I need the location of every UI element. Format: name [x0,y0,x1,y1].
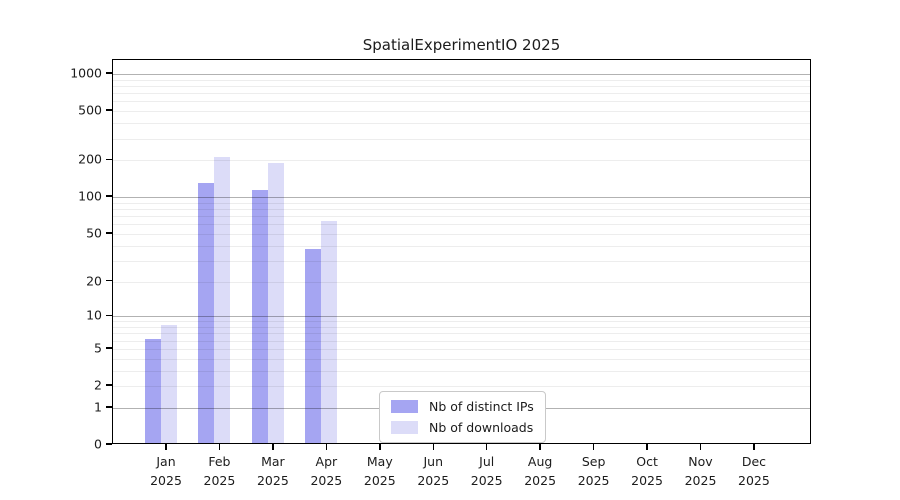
x-tickmark [753,444,755,450]
gridline-minor [113,123,810,125]
x-tick-label: Apr 2025 [310,454,343,488]
x-tickmark [592,444,595,450]
x-tick-label: Feb 2025 [203,454,236,488]
x-tick-label: Aug 2025 [524,454,557,488]
y-tick-label: 20 [86,273,102,289]
y-tick-label: 5 [94,340,102,356]
x-tickmark [699,444,702,450]
x-tick-label: Jan 2025 [150,454,182,488]
legend-swatch-distinct-ips [391,400,418,413]
gridline-minor [113,138,810,140]
legend-label-downloads: Nb of downloads [429,420,534,435]
bar-ips-jan [145,338,161,443]
x-tickmark [218,444,221,450]
x-tickmark [539,444,541,450]
bar-downloads-jan [161,325,177,443]
y-tick-label: 1 [94,399,102,415]
y-tick-label: 2 [94,377,102,393]
bar-downloads-apr [321,221,338,443]
legend-label-distinct-ips: Nb of distinct IPs [429,399,534,414]
x-tickmark [646,444,648,450]
bar-ips-feb [198,182,215,443]
y-tick-label: 500 [78,102,102,118]
x-tickmark [379,444,381,450]
legend-item-downloads: Nb of downloads [391,420,534,435]
chart-title: SpatialExperimentIO 2025 [362,36,561,54]
gridline-minor [113,86,810,88]
gridline-major [113,74,810,76]
x-tick-label: Jul 2025 [470,454,503,488]
plot-area [112,59,811,444]
x-tick-label: Dec 2025 [738,454,770,488]
x-tick-label: Mar 2025 [256,454,289,488]
x-tick-label: May 2025 [363,454,396,488]
y-tick-label: 200 [78,151,102,167]
x-tickmark [272,444,274,450]
legend: Nb of distinct IPs Nb of downloads [379,391,546,443]
gridline-minor [113,101,810,103]
bar-ips-mar [251,189,268,443]
legend-item-distinct-ips: Nb of distinct IPs [391,399,534,414]
x-tick-label: Sep 2025 [577,454,610,488]
gridline-minor [113,93,810,95]
y-tick-label: 1000 [70,65,102,81]
legend-swatch-downloads [391,421,418,434]
gridline-minor [113,79,810,81]
x-tickmark [485,444,488,450]
x-tick-label: Oct 2025 [631,454,663,488]
bar-ips-apr [305,249,322,443]
x-tickmark [165,444,167,450]
bar-downloads-mar [267,163,284,443]
x-tickmark [325,444,328,450]
y-tick-label: 0 [94,436,102,452]
x-tick-label: Nov 2025 [684,454,717,488]
gridline-minor [113,111,810,113]
x-tickmark [432,444,434,450]
bar-downloads-feb [214,156,231,443]
x-tick-label: Jun 2025 [417,454,450,488]
y-tick-label: 100 [78,188,102,204]
y-tick-label: 50 [86,225,102,241]
y-tick-label: 10 [86,307,102,323]
